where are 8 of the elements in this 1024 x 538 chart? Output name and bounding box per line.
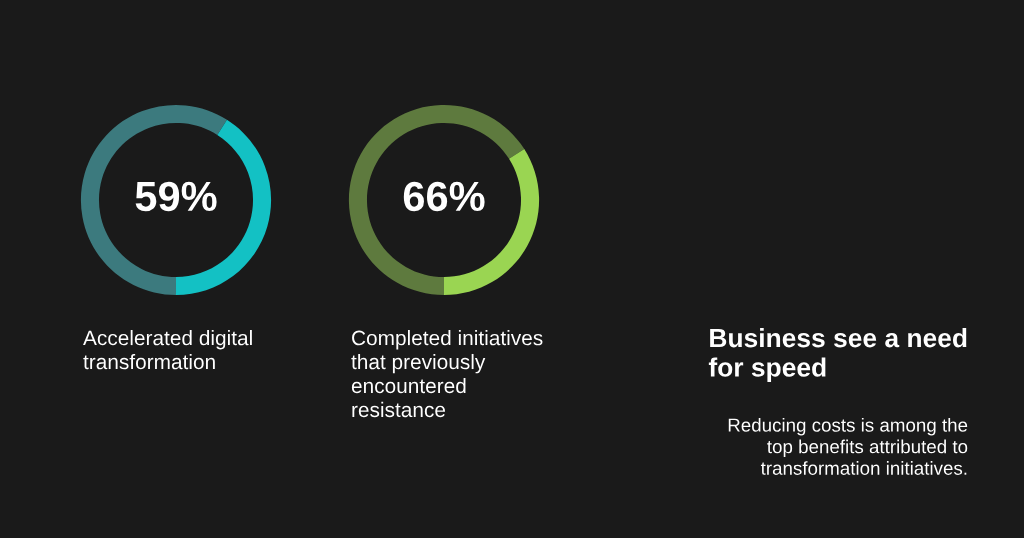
donut-slice	[348, 104, 525, 296]
data-label: 59%	[135, 181, 217, 212]
text: Reducing costs is among the top benefits attributed to transformation initiatives.	[728, 418, 968, 475]
text: Accelerated digital transformation	[83, 330, 252, 370]
text: Business see a need for speed	[708, 328, 967, 382]
data-label: 66%	[403, 181, 485, 212]
text: Completed initiatives that previously encountered resistance	[351, 330, 543, 418]
donut-slice	[80, 104, 227, 296]
